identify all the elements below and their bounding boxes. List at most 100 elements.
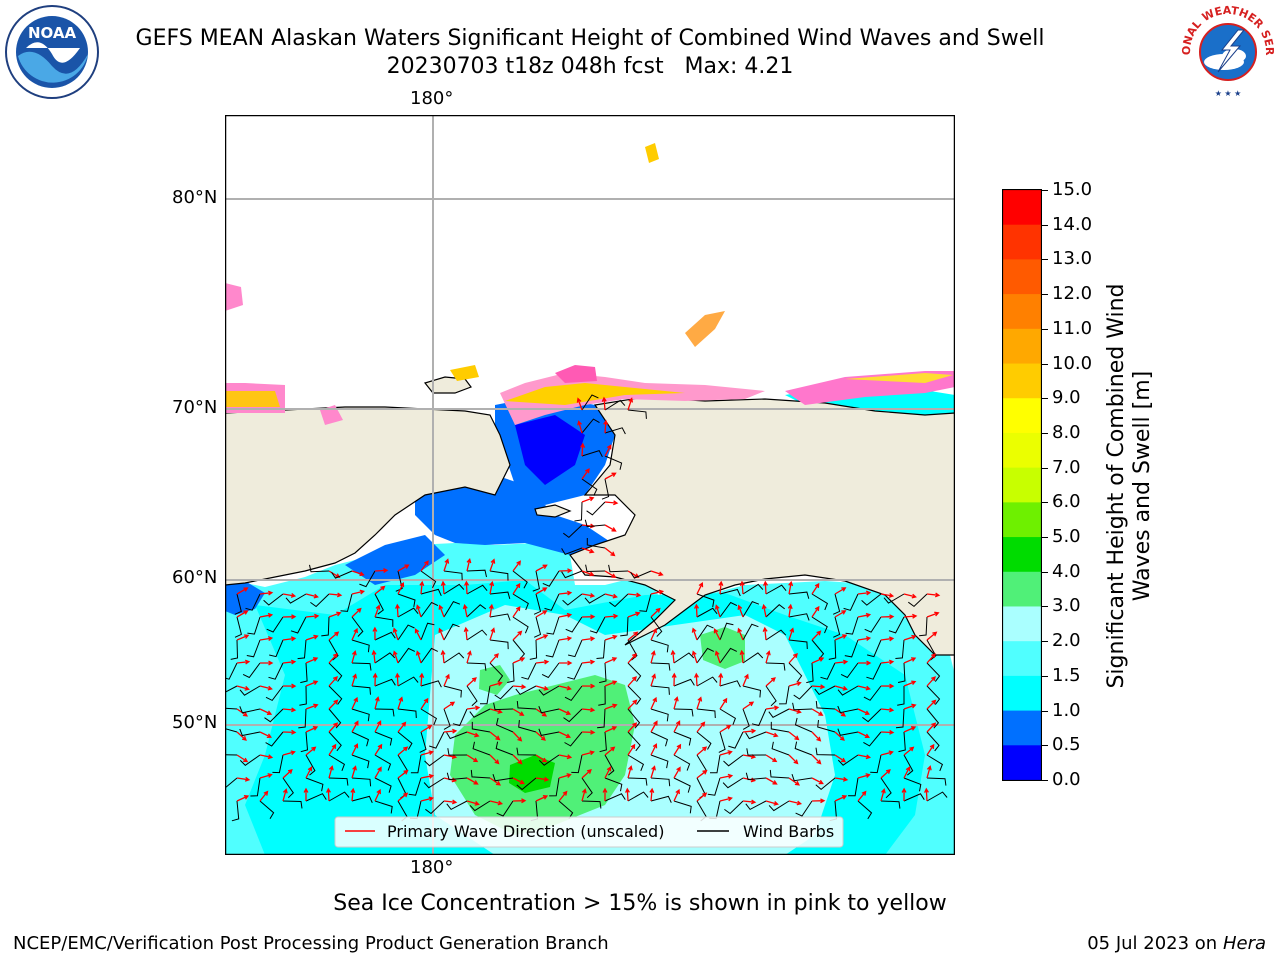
lat-label-60: 60°N <box>172 567 218 588</box>
wave-direction-arrow <box>857 790 867 802</box>
wave-direction-arrow <box>604 500 619 506</box>
wave-direction-arrow <box>787 603 793 618</box>
wave-direction-arrow <box>691 627 698 641</box>
colorbar-segment <box>1003 745 1041 781</box>
wind-barb <box>862 708 882 723</box>
wave-direction-arrow <box>834 634 848 641</box>
lat-label-70: 70°N <box>172 397 218 418</box>
wind-barb <box>843 593 859 611</box>
wind-barb <box>897 686 905 706</box>
colorbar-segment <box>1003 502 1041 538</box>
wave-direction-arrow <box>415 604 422 618</box>
wind-barb <box>837 705 859 714</box>
wind-barb <box>765 629 787 641</box>
wave-direction-arrow <box>558 731 572 739</box>
wave-direction-arrow <box>601 396 607 411</box>
wind-barb <box>895 708 905 729</box>
wave-direction-arrow <box>236 795 250 802</box>
wind-barb <box>650 731 668 747</box>
wind-barb <box>516 747 537 756</box>
wind-barb <box>512 593 529 611</box>
wave-direction-arrow <box>420 773 435 779</box>
wind-barb <box>443 652 465 664</box>
wave-direction-arrow <box>535 685 549 691</box>
wind-barb <box>420 570 437 589</box>
wind-barb <box>374 754 392 771</box>
wind-barb <box>466 569 487 578</box>
wave-direction-arrow <box>926 653 936 664</box>
colorbar-tick-label: 1.0 <box>1052 699 1081 721</box>
wave-direction-arrow <box>236 610 249 618</box>
wind-barb <box>272 754 284 774</box>
wind-barb <box>746 748 767 756</box>
wind-barb <box>397 593 416 607</box>
wave-direction-arrow <box>259 790 269 802</box>
colorbar-tick-label: 7.0 <box>1052 456 1081 478</box>
wave-direction-arrow <box>374 788 381 802</box>
wave-direction-arrow <box>670 649 676 664</box>
wind-barb <box>541 662 560 679</box>
wind-barb <box>599 662 607 684</box>
wind-barb <box>374 593 384 615</box>
wave-direction-arrow <box>742 728 757 734</box>
wind-barb <box>719 680 741 688</box>
wave-direction-arrow <box>903 593 917 599</box>
wave-direction-arrow <box>903 634 917 641</box>
wind-barb <box>351 731 369 747</box>
wave-direction-arrow <box>466 754 479 763</box>
wind-barb <box>420 680 442 688</box>
colorbar-tick-label: 5.0 <box>1052 526 1081 548</box>
wind-barb <box>742 623 759 641</box>
wind-barb <box>443 685 462 698</box>
wave-direction-arrow <box>559 660 573 666</box>
wind-barb <box>489 662 504 682</box>
wave-direction-arrow <box>788 731 800 741</box>
colorbar-tick-label: 1.5 <box>1052 664 1081 686</box>
wind-barb <box>811 616 828 634</box>
wind-barb <box>630 570 652 579</box>
wind-barb <box>546 616 560 635</box>
wave-direction-arrow <box>466 800 480 806</box>
wave-direction-arrow <box>395 603 400 618</box>
wave-direction-arrow <box>489 708 503 714</box>
wind-barb <box>650 708 669 722</box>
wind-barb <box>650 662 671 671</box>
vector-field <box>225 394 948 822</box>
wind-barb <box>926 708 940 729</box>
wave-direction-arrow <box>604 444 612 457</box>
wind-barb <box>673 678 695 687</box>
wind-barb <box>328 754 346 771</box>
wave-direction-arrow <box>691 650 698 664</box>
wind-barb <box>719 647 738 664</box>
wind-barb <box>351 616 364 637</box>
wind-barb <box>919 616 928 637</box>
wave-direction-arrow <box>351 673 358 687</box>
wind-barb <box>466 604 487 618</box>
wind-barb <box>718 731 726 753</box>
wave-direction-arrow <box>834 610 847 618</box>
wave-direction-arrow <box>259 636 274 642</box>
wave-direction-arrow <box>811 605 820 618</box>
wind-barb <box>538 706 560 714</box>
wave-direction-arrow <box>374 720 382 733</box>
lon-label-bottom: 180° <box>410 857 454 878</box>
colorbar-segment <box>1003 432 1041 469</box>
wave-direction-arrow <box>397 696 404 710</box>
wave-direction-arrow <box>489 754 500 765</box>
wave-direction-arrow <box>926 699 937 710</box>
wave-direction-arrow <box>415 650 422 664</box>
wave-direction-arrow <box>880 592 895 598</box>
wave-direction-arrow <box>604 613 619 619</box>
wave-direction-arrow <box>602 787 608 801</box>
wind-barb <box>374 800 393 814</box>
wind-barb <box>745 731 767 740</box>
wind-barb <box>844 639 859 658</box>
colorbar-segment <box>1003 294 1041 330</box>
wave-direction-arrow <box>926 722 937 733</box>
wind-barb <box>769 769 790 779</box>
wave-direction-arrow <box>558 790 568 802</box>
chart-subtitle: 20230703 t18z 048h fcst Max: 4.21 <box>386 54 794 79</box>
wave-direction-arrow <box>581 768 592 779</box>
wind-barb <box>926 777 947 786</box>
wave-direction-arrow <box>443 728 458 734</box>
